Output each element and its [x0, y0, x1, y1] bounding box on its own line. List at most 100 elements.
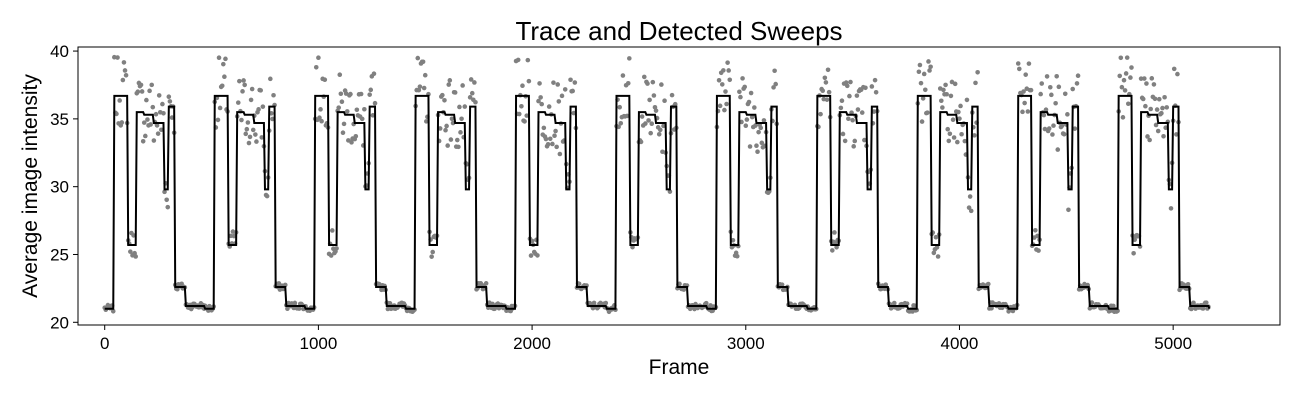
- trace-point: [947, 131, 953, 137]
- trace-point: [458, 130, 463, 135]
- trace-point: [354, 107, 360, 113]
- trace-point: [240, 89, 245, 94]
- trace-point: [237, 78, 242, 84]
- trace-point: [568, 77, 573, 83]
- trace-point: [852, 138, 858, 144]
- trace-point: [420, 59, 426, 65]
- trace-point: [154, 123, 160, 128]
- trace-point: [141, 120, 147, 125]
- trace-point: [1035, 233, 1040, 239]
- trace-point: [147, 88, 152, 94]
- trace-point: [1120, 115, 1126, 120]
- trace-point: [551, 80, 556, 85]
- x-tick-label: 4000: [941, 334, 979, 353]
- trace-point: [723, 89, 728, 94]
- trace-point: [1062, 91, 1068, 97]
- trace-point: [1111, 303, 1116, 309]
- trace-point: [1056, 84, 1062, 90]
- trace-point: [917, 62, 923, 68]
- trace-point: [529, 238, 535, 244]
- trace-point: [920, 96, 926, 101]
- trace-point: [922, 87, 928, 93]
- trace-point: [260, 104, 266, 109]
- trace-point: [1028, 87, 1034, 93]
- trace-point: [1038, 91, 1043, 97]
- trace-point: [955, 139, 960, 145]
- trace-point: [223, 56, 228, 62]
- trace-point: [734, 253, 740, 259]
- trace-point: [473, 99, 478, 105]
- trace-point: [553, 128, 558, 134]
- trace-point: [1021, 89, 1026, 94]
- trace-point: [1070, 86, 1076, 92]
- trace-point: [904, 301, 910, 306]
- trace-point: [516, 111, 522, 117]
- trace-point: [650, 79, 656, 85]
- x-tick-label: 0: [100, 334, 109, 353]
- trace-point: [528, 253, 534, 258]
- trace-point: [727, 77, 733, 83]
- trace-point: [1117, 73, 1123, 79]
- trace-point: [986, 281, 991, 287]
- trace-point: [336, 105, 342, 110]
- trace-point: [1023, 72, 1029, 77]
- trace-point: [445, 143, 450, 148]
- trace-point: [1128, 75, 1133, 80]
- trace-point: [656, 131, 662, 137]
- trace-point: [150, 104, 156, 110]
- trace-point: [135, 89, 141, 95]
- y-tick-label: 25: [50, 245, 69, 264]
- trace-point: [645, 81, 650, 86]
- trace-point: [848, 79, 853, 85]
- trace-point: [417, 84, 423, 89]
- trace-point: [175, 286, 180, 292]
- x-tick-label: 5000: [1154, 334, 1192, 353]
- trace-point: [681, 287, 687, 292]
- trace-point: [456, 144, 461, 150]
- trace-point: [643, 121, 648, 126]
- trace-point: [869, 84, 875, 89]
- trace-point: [846, 116, 851, 122]
- trace-point: [557, 151, 563, 157]
- trace-point: [719, 82, 725, 87]
- trace-point: [891, 300, 897, 306]
- trace-point: [1143, 103, 1148, 109]
- trace-point: [717, 103, 723, 109]
- trace-point: [944, 91, 949, 97]
- trace-point: [625, 80, 631, 86]
- trace-point: [667, 189, 673, 194]
- trace-point: [239, 117, 244, 123]
- trace-point: [121, 60, 127, 65]
- trace-point: [1123, 71, 1129, 76]
- trace-point: [933, 234, 939, 240]
- trace-point: [164, 197, 169, 203]
- trace-point: [921, 71, 927, 77]
- trace-point: [1115, 308, 1120, 314]
- trace-point: [538, 95, 543, 100]
- trace-point: [648, 130, 653, 136]
- trace-point: [443, 127, 448, 133]
- trace-point: [630, 244, 635, 250]
- trace-point: [941, 87, 946, 93]
- trace-point: [362, 106, 367, 112]
- trace-point: [216, 55, 222, 60]
- trace-point: [1049, 92, 1054, 98]
- trace-point: [779, 282, 785, 287]
- trace-point: [219, 83, 225, 89]
- trace-point: [1089, 300, 1095, 305]
- trace-point: [415, 55, 421, 61]
- trace-point: [472, 80, 477, 85]
- trace-point: [370, 113, 376, 118]
- trace-point: [253, 132, 258, 137]
- trace-point: [627, 56, 632, 61]
- trace-point: [603, 300, 609, 306]
- trace-point: [268, 76, 273, 82]
- trace-point: [547, 136, 553, 142]
- trace-point: [217, 105, 223, 111]
- trace-point: [139, 89, 145, 94]
- trace-point: [772, 68, 777, 74]
- trace-point: [746, 99, 752, 105]
- trace-point: [873, 90, 879, 95]
- trace-point: [222, 74, 227, 79]
- trace-point: [958, 103, 963, 109]
